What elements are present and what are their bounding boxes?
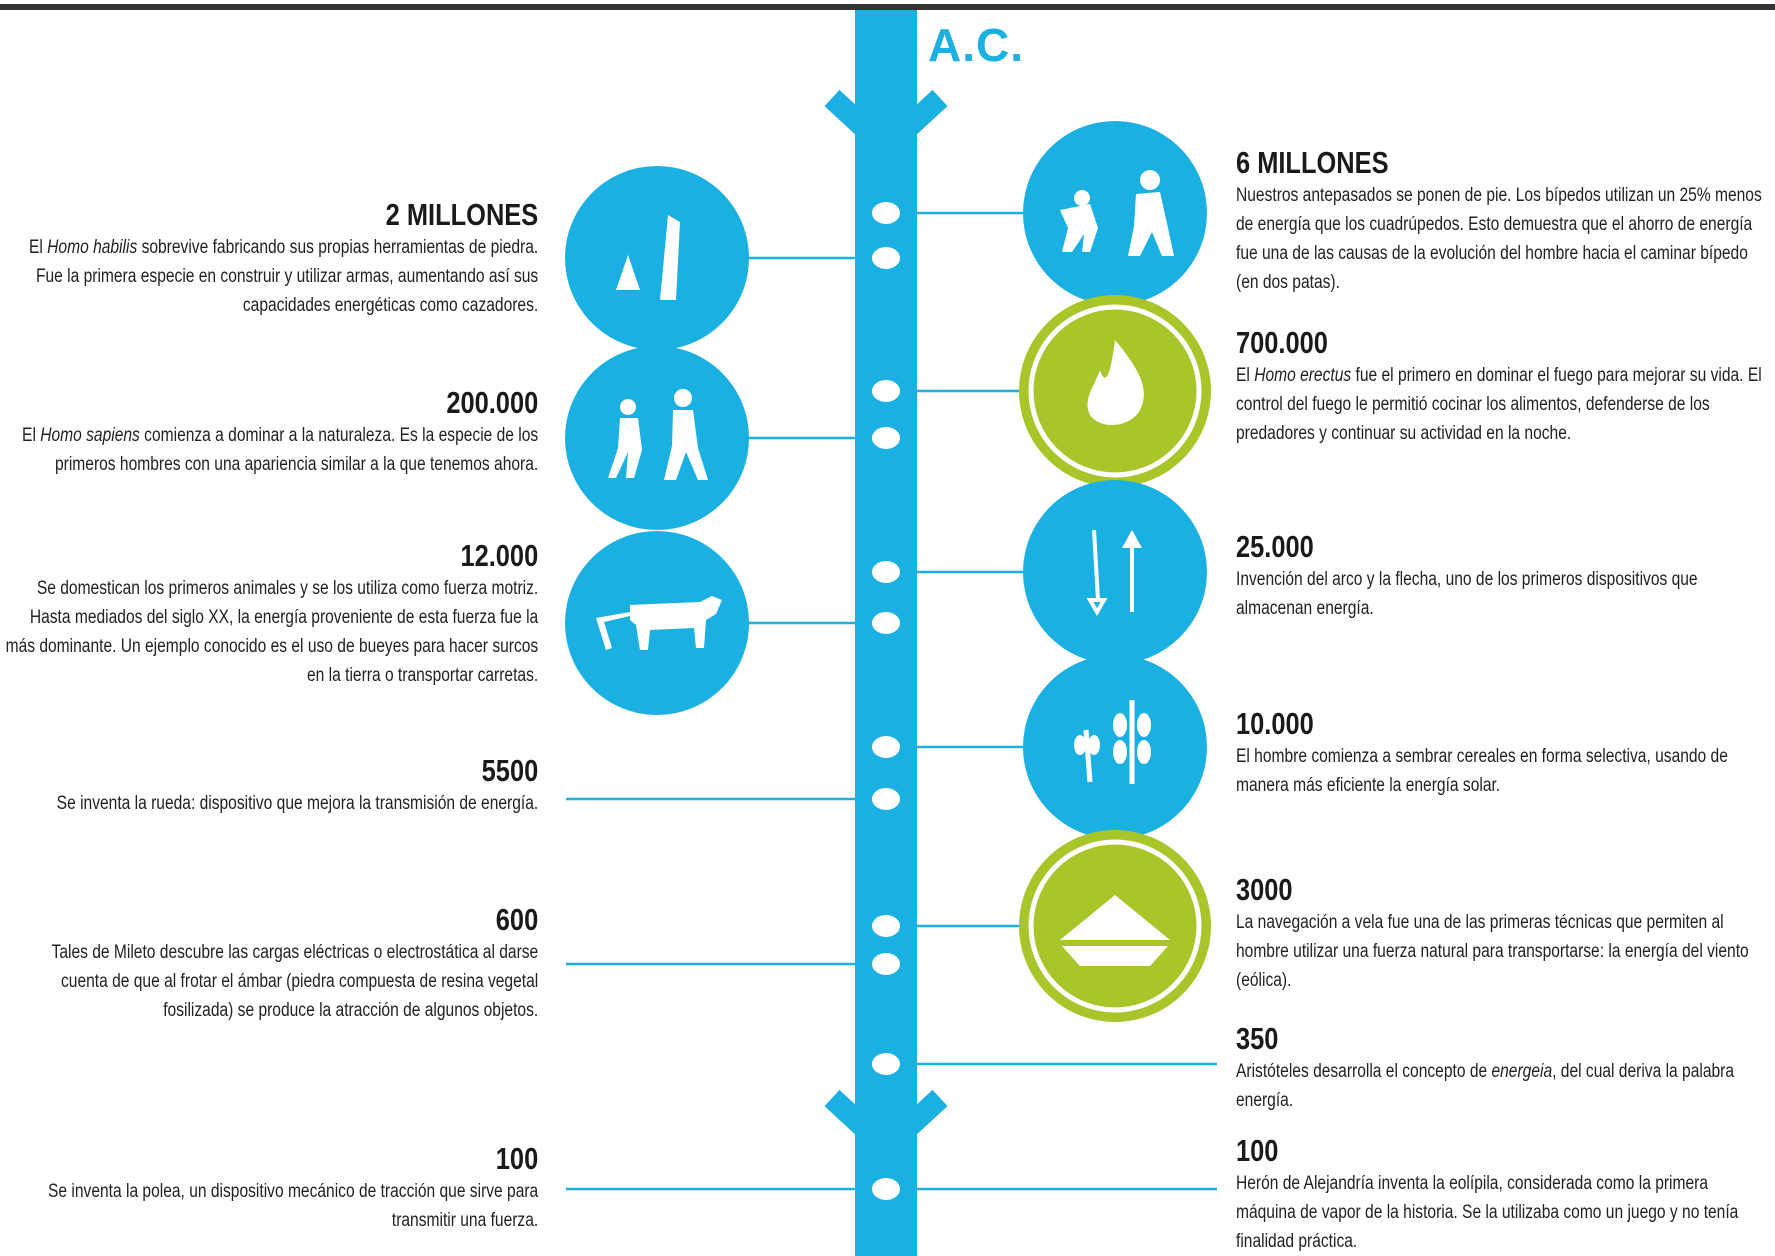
italic-term: energeia — [1491, 1061, 1553, 1083]
entry-content: 2 MILLONES El Homo habilis sobrevive fabr… — [4, 197, 538, 320]
text-run: Tales de Mileto descubre las cargas eléc… — [51, 942, 539, 1022]
entry-date: 6 MILLONES — [1236, 144, 1389, 180]
entry-date: 350 — [1236, 1021, 1279, 1057]
text-run: La navegación a vela fue una de las prim… — [1236, 911, 1749, 991]
timeline-entry: 25.000 Invención del arco y la flecha, un… — [1236, 529, 1766, 623]
entry-content: 10.000 El hombre comienza a sembrar cerea… — [1236, 706, 1766, 800]
italic-term: Homo erectus — [1254, 364, 1352, 386]
entry-date: 200.000 — [446, 384, 538, 420]
era-header: A.C. — [928, 19, 1024, 71]
entry-text: El Homo habilis sobrevive fabricando sus… — [4, 233, 538, 320]
entry-text: Aristóteles desarrolla el concepto de en… — [1236, 1057, 1766, 1115]
text-run: comienza a dominar a la naturaleza. Es l… — [54, 424, 539, 475]
entry-content: 25.000 Invención del arco y la flecha, un… — [1236, 529, 1766, 623]
entry-content: 700.000 El Homo erectus fue el primero en… — [1236, 325, 1766, 448]
timeline-dots — [872, 202, 900, 1200]
timeline-entry: 5500 Se inventa la rueda: dispositivo que… — [4, 753, 538, 818]
entry-content: 12.000 Se domestican los primeros animale… — [4, 538, 538, 690]
text-run: El — [21, 424, 41, 446]
entry-date: 3000 — [1236, 871, 1293, 907]
entry-text: El Homo erectus fue el primero en domina… — [1236, 361, 1766, 448]
icon-wheat — [1023, 655, 1207, 839]
text-run: , del cual deriva la palabra energía. — [1236, 1061, 1735, 1112]
entry-text: Se inventa la polea, un dispositivo mecá… — [4, 1177, 538, 1235]
timeline-entry: 700.000 El Homo erectus fue el primero en… — [1236, 325, 1766, 448]
icon-bipeds — [1023, 121, 1207, 305]
entry-date: 2 MILLONES — [385, 196, 538, 232]
text-run: Se inventa la rueda: dispositivo que mej… — [56, 792, 538, 814]
entry-date: 12.000 — [460, 537, 538, 573]
timeline-entry: 100 Herón de Alejandría inventa la eolípi… — [1236, 1133, 1766, 1256]
entry-date: 5500 — [481, 752, 538, 788]
top-rule — [0, 4, 1775, 10]
entry-text: Se domestican los primeros animales y se… — [4, 574, 538, 690]
entry-date: 10.000 — [1236, 706, 1314, 742]
entry-content: 3000 La navegación a vela fue una de las … — [1236, 872, 1766, 995]
icon-arrows — [1023, 480, 1207, 664]
timeline-entry: 10.000 El hombre comienza a sembrar cerea… — [1236, 706, 1766, 800]
icon-sail — [1019, 830, 1211, 1022]
timeline-entry: 600 Tales de Mileto descubre las cargas e… — [4, 902, 538, 1025]
chevron — [824, 89, 948, 163]
entry-text: Herón de Alejandría inventa la eolípila,… — [1236, 1169, 1766, 1256]
entry-content: 100 Se inventa la polea, un dispositivo m… — [4, 1141, 538, 1235]
entry-text: Se inventa la rueda: dispositivo que mej… — [4, 789, 538, 818]
text-run: El — [1236, 364, 1255, 386]
timeline-entry: 200.000 El Homo sapiens comienza a domina… — [4, 385, 538, 479]
text-run: Aristóteles desarrolla el concepto de — [1236, 1061, 1492, 1083]
entry-text: Nuestros antepasados se ponen de pie. Lo… — [1236, 181, 1766, 297]
icon-fire — [1019, 295, 1211, 487]
entry-text: Invención del arco y la flecha, uno de l… — [1236, 565, 1766, 623]
entry-text: La navegación a vela fue una de las prim… — [1236, 908, 1766, 995]
text-run: sobrevive fabricando sus propias herrami… — [35, 236, 538, 316]
entry-content: 200.000 El Homo sapiens comienza a domina… — [4, 385, 538, 479]
chevron — [824, 1089, 948, 1163]
icon-walking-men — [565, 346, 749, 530]
entry-date: 100 — [1236, 1133, 1279, 1169]
timeline-entry: 350 Aristóteles desarrolla el concepto de… — [1236, 1021, 1766, 1115]
entry-text: Tales de Mileto descubre las cargas eléc… — [4, 938, 538, 1025]
text-run: El hombre comienza a sembrar cereales en… — [1236, 746, 1728, 797]
icon-ox-plow — [565, 531, 749, 715]
entry-date: 700.000 — [1236, 324, 1328, 360]
entry-content: 600 Tales de Mileto descubre las cargas e… — [4, 902, 538, 1025]
timeline-entry: 6 MILLONES Nuestros antepasados se ponen … — [1236, 145, 1766, 297]
entry-content: 6 MILLONES Nuestros antepasados se ponen … — [1236, 145, 1766, 297]
text-run: Nuestros antepasados se ponen de pie. Lo… — [1236, 184, 1762, 293]
entry-text: El Homo sapiens comienza a dominar a la … — [4, 421, 538, 479]
entry-content: 5500 Se inventa la rueda: dispositivo que… — [4, 753, 538, 818]
text-run: Invención del arco y la flecha, uno de l… — [1236, 568, 1698, 619]
entry-content: 350 Aristóteles desarrolla el concepto de… — [1236, 1021, 1766, 1115]
entry-content: 100 Herón de Alejandría inventa la eolípi… — [1236, 1133, 1766, 1256]
timeline-entry: 100 Se inventa la polea, un dispositivo m… — [4, 1141, 538, 1235]
text-run: Se domestican los primeros animales y se… — [5, 577, 539, 686]
entry-text: El hombre comienza a sembrar cereales en… — [1236, 742, 1766, 800]
entry-date: 25.000 — [1236, 528, 1314, 564]
text-run: Herón de Alejandría inventa la eolípila,… — [1236, 1173, 1739, 1253]
text-run: El — [28, 236, 47, 258]
italic-term: Homo habilis — [46, 236, 138, 258]
text-run: fue el primero en dominar el fuego para … — [1236, 364, 1762, 444]
timeline-entry: 12.000 Se domestican los primeros animale… — [4, 538, 538, 690]
text-run: Se inventa la polea, un dispositivo mecá… — [47, 1181, 538, 1232]
icon-tools — [565, 166, 749, 350]
entry-date: 100 — [495, 1141, 538, 1177]
timeline-entry: 2 MILLONES El Homo habilis sobrevive fabr… — [4, 197, 538, 320]
entry-date: 600 — [495, 902, 538, 938]
timeline-entry: 3000 La navegación a vela fue una de las … — [1236, 872, 1766, 995]
italic-term: Homo sapiens — [40, 424, 140, 446]
